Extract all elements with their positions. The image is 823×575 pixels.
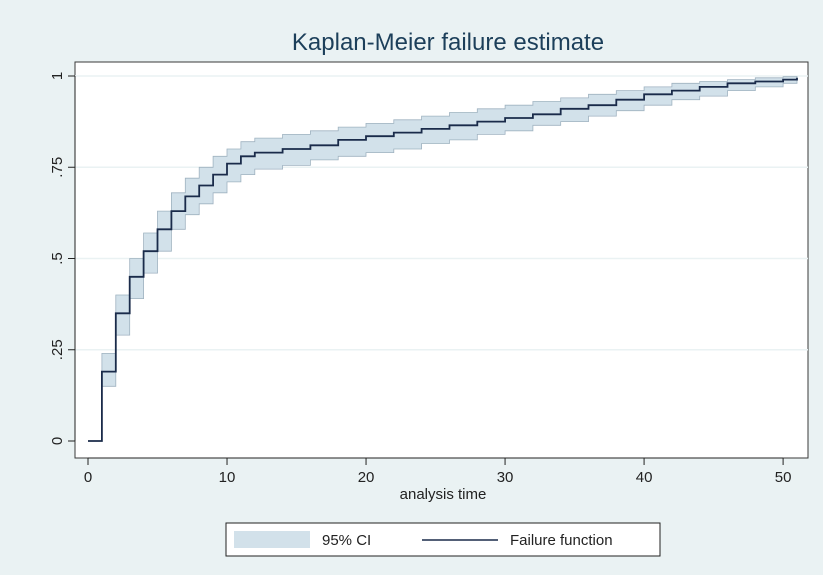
x-tick-label-0: 0 [84,469,92,486]
legend: 95% CI Failure function [225,522,661,557]
legend-ci-label: 95% CI [322,532,371,549]
chart-title: Kaplan-Meier failure estimate [292,29,604,56]
x-tick-label-5: 50 [775,469,792,486]
y-tick-label-1: .25 [49,339,66,360]
x-tick-label-1: 10 [219,469,236,486]
x-axis-title: analysis time [400,486,487,503]
x-tick-label-4: 40 [636,469,653,486]
y-tick-label-2: .5 [49,252,66,265]
y-tick-label-3: .75 [49,157,66,178]
x-tick-label-2: 20 [358,469,375,486]
legend-ci-swatch [234,531,310,548]
failure-function-line [88,77,798,442]
failure-line-layer [88,77,798,442]
x-tick-label-3: 30 [497,469,514,486]
grid-layer [75,75,808,351]
y-tick-label-4: 1 [49,72,66,80]
y-tick-label-0: 0 [49,437,66,445]
legend-line-label: Failure function [510,532,613,549]
